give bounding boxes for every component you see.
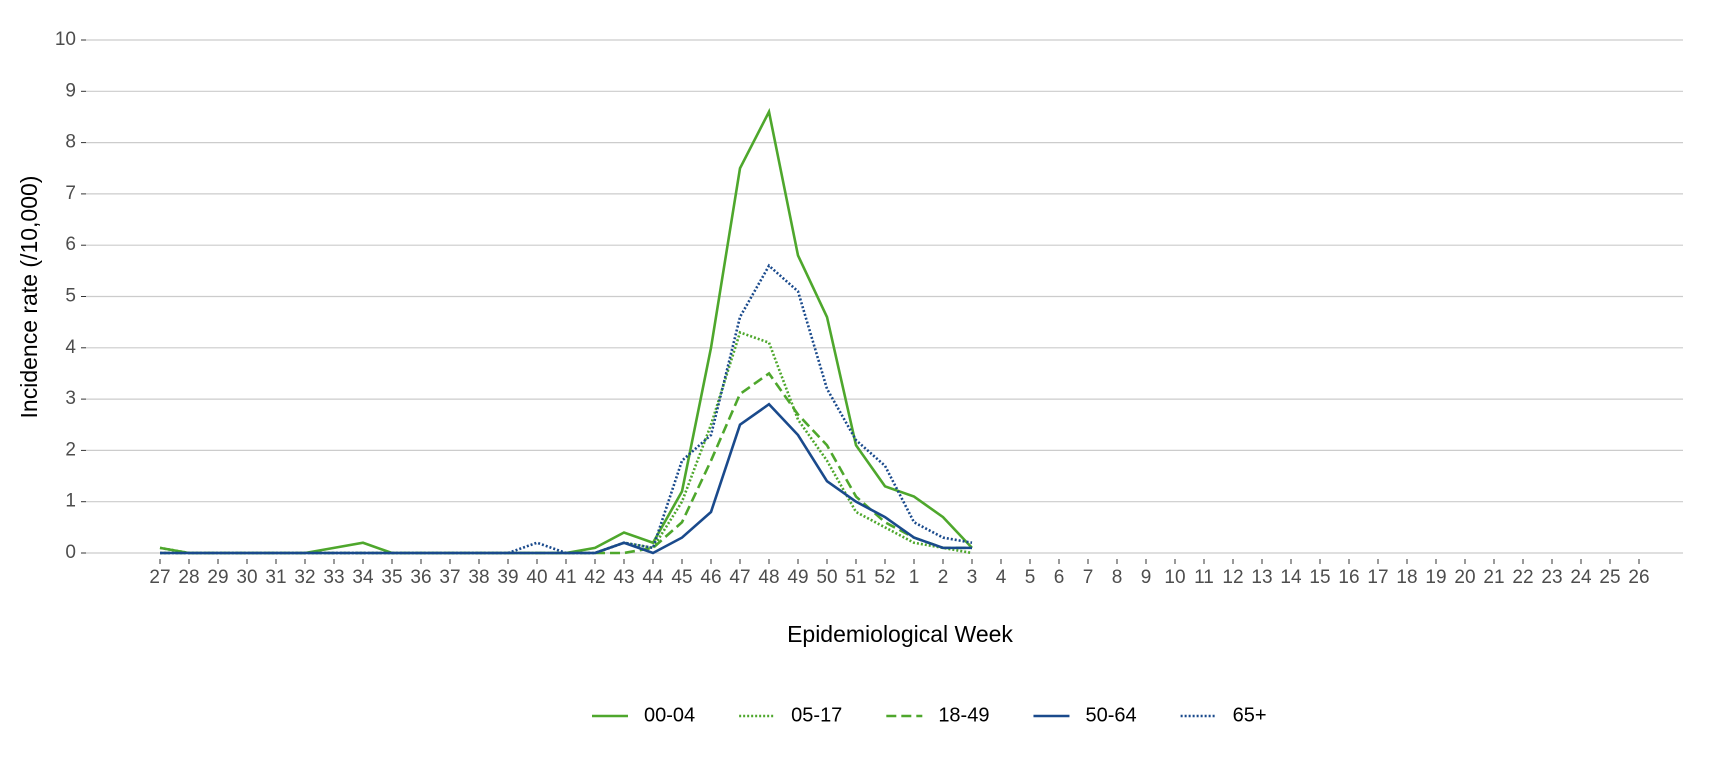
x-tick-label: 14	[1280, 567, 1302, 588]
y-tick-label: 2	[65, 439, 76, 460]
x-tick-label: 18	[1396, 567, 1417, 588]
x-tick-label: 23	[1541, 567, 1562, 588]
x-tick-label: 35	[381, 567, 402, 588]
x-tick-label: 52	[874, 567, 895, 588]
x-tick-label: 49	[787, 567, 808, 588]
x-tick-label: 15	[1309, 567, 1330, 588]
x-tick-label: 16	[1338, 567, 1359, 588]
legend-label: 18-49	[938, 704, 989, 726]
x-tick-label: 34	[352, 567, 374, 588]
x-tick-label: 11	[1194, 567, 1214, 588]
x-tick-label: 39	[497, 567, 518, 588]
x-tick-label: 33	[323, 567, 344, 588]
x-tick-label: 41	[555, 567, 576, 588]
x-tick-label: 50	[816, 567, 837, 588]
legend-label: 65+	[1233, 704, 1267, 726]
y-tick-label: 3	[65, 388, 76, 409]
x-tick-label: 5	[1025, 567, 1036, 588]
x-tick-label: 48	[758, 567, 779, 588]
x-tick-label: 43	[613, 567, 634, 588]
x-tick-label: 7	[1083, 567, 1094, 588]
y-tick-label: 6	[65, 234, 76, 255]
legend-label: 00-04	[644, 704, 695, 726]
y-tick-label: 9	[65, 80, 76, 101]
x-tick-label: 36	[410, 567, 431, 588]
x-tick-label: 32	[294, 567, 315, 588]
x-tick-label: 22	[1512, 567, 1533, 588]
x-tick-label: 28	[178, 567, 199, 588]
x-tick-label: 51	[845, 567, 866, 588]
x-tick-label: 45	[671, 567, 692, 588]
y-tick-label: 4	[65, 337, 76, 358]
y-tick-label: 0	[65, 542, 76, 563]
x-tick-label: 31	[265, 567, 286, 588]
legend-label: 50-64	[1085, 704, 1136, 726]
legend-label: 05-17	[791, 704, 842, 726]
x-tick-label: 29	[207, 567, 228, 588]
x-tick-label: 2	[938, 567, 949, 588]
x-tick-label: 30	[236, 567, 257, 588]
x-tick-label: 44	[642, 567, 664, 588]
x-tick-label: 26	[1628, 567, 1649, 588]
series-line	[160, 402, 972, 555]
y-tick-label: 10	[55, 29, 76, 50]
x-tick-label: 8	[1112, 567, 1123, 588]
x-tick-label: 6	[1054, 567, 1065, 588]
y-tick-label: 7	[65, 183, 76, 204]
x-tick-label: 1	[909, 567, 920, 588]
x-tick-label: 25	[1599, 567, 1620, 588]
x-tick-label: 20	[1454, 567, 1475, 588]
x-tick-label: 12	[1222, 567, 1243, 588]
x-tick-label: 3	[967, 567, 978, 588]
x-tick-label: 37	[439, 567, 460, 588]
series-line	[159, 330, 973, 555]
x-tick-label: 38	[468, 567, 489, 588]
x-tick-label: 9	[1141, 567, 1152, 588]
x-tick-label: 21	[1483, 567, 1504, 588]
x-tick-label: 10	[1164, 567, 1185, 588]
series-line	[160, 371, 972, 555]
x-tick-label: 13	[1251, 567, 1272, 588]
x-tick-label: 17	[1367, 567, 1388, 588]
x-tick-label: 40	[526, 567, 547, 588]
x-tick-label: 42	[584, 567, 605, 588]
x-tick-label: 47	[729, 567, 750, 588]
y-tick-label: 5	[65, 286, 76, 307]
x-tick-label: 24	[1570, 567, 1592, 588]
series-line	[160, 263, 973, 555]
x-tick-label: 27	[149, 567, 170, 588]
x-tick-label: 4	[996, 567, 1007, 588]
x-tick-label: 19	[1425, 567, 1446, 588]
y-axis-label: Incidence rate (/10,000)	[16, 176, 42, 419]
x-axis-label: Epidemiological Week	[787, 621, 1013, 647]
y-tick-label: 8	[65, 132, 76, 153]
y-tick-label: 1	[65, 491, 76, 512]
x-tick-label: 46	[700, 567, 721, 588]
